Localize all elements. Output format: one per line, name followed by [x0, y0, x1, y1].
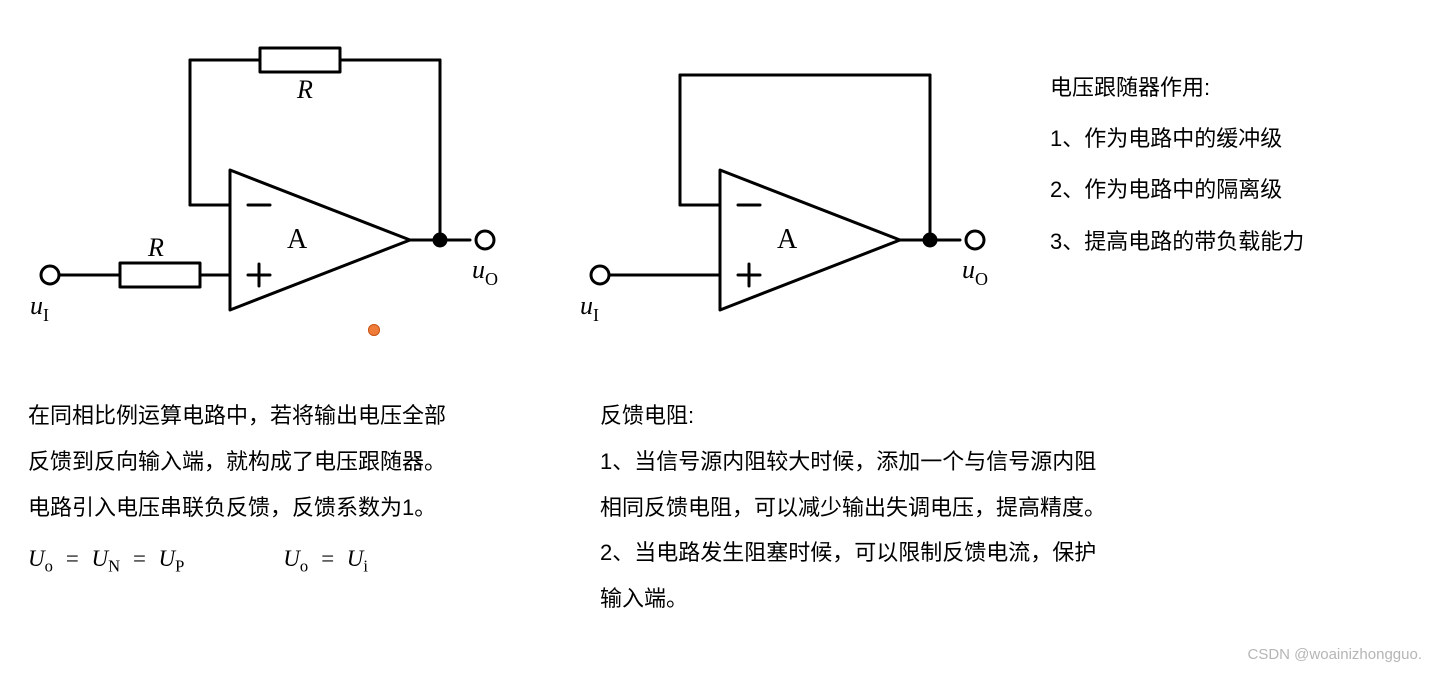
right-title: 反馈电阻:: [600, 395, 1400, 437]
right-text-block: 反馈电阻: 1、当信号源内阻较大时候，添加一个与信号源内阻 相同反馈电阻，可以减…: [560, 395, 1440, 624]
cursor-dot-icon: [368, 324, 380, 336]
watermark: CSDN @woainizhongguo.: [1248, 646, 1423, 663]
equation-1: Uo = UN = UP: [28, 546, 184, 577]
circuit-2-svg: A uI uO: [540, 20, 1040, 350]
uout-label-1: uO: [472, 255, 498, 289]
side-item-2: 2、作为电路中的隔离级: [1050, 172, 1440, 207]
circuit-2-container: A uI uO: [540, 20, 1040, 355]
side-item-3: 3、提高电路的带负载能力: [1050, 224, 1440, 259]
opamp-a-label-2: A: [777, 224, 798, 255]
right-p2: 相同反馈电阻，可以减少输出失调电压，提高精度。: [600, 487, 1400, 529]
diagram-row: R R A uI uO: [0, 0, 1440, 355]
equation-row: Uo = UN = UP Uo = Ui: [28, 546, 560, 577]
left-text-block: 在同相比例运算电路中，若将输出电压全部 反馈到反向输入端，就构成了电压跟随器。 …: [0, 395, 560, 577]
right-p1: 1、当信号源内阻较大时候，添加一个与信号源内阻: [600, 441, 1400, 483]
left-p3: 电路引入电压串联负反馈，反馈系数为1。: [28, 487, 560, 529]
r-top-label: R: [296, 75, 313, 104]
circuit-1-container: R R A uI uO: [0, 20, 540, 355]
r-in-label: R: [147, 233, 164, 262]
left-p1: 在同相比例运算电路中，若将输出电压全部: [28, 395, 560, 437]
left-p2: 反馈到反向输入端，就构成了电压跟随器。: [28, 441, 560, 483]
text-row: 在同相比例运算电路中，若将输出电压全部 反馈到反向输入端，就构成了电压跟随器。 …: [0, 355, 1440, 624]
side-item-1: 1、作为电路中的缓冲级: [1050, 121, 1440, 156]
uin-label-1: uI: [30, 291, 49, 325]
side-title: 电压跟随器作用:: [1050, 70, 1440, 105]
uin-label-2: uI: [580, 291, 599, 325]
opamp-a-label-1: A: [287, 224, 308, 255]
equation-2: Uo = Ui: [283, 546, 368, 577]
right-p4: 输入端。: [600, 578, 1400, 620]
side-list: 电压跟随器作用: 1、作为电路中的缓冲级 2、作为电路中的隔离级 3、提高电路的…: [1040, 20, 1440, 275]
right-p3: 2、当电路发生阻塞时候，可以限制反馈电流，保护: [600, 532, 1400, 574]
circuit-1-svg: R R A uI uO: [0, 20, 540, 350]
uout-label-2: uO: [962, 255, 988, 289]
